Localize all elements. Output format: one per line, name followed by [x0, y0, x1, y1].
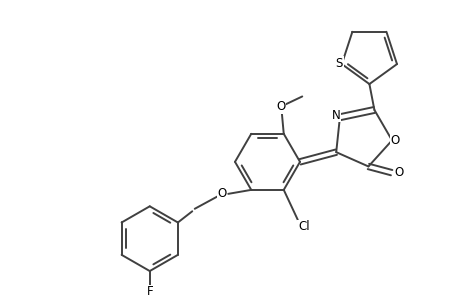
Text: S: S: [335, 57, 342, 70]
Text: N: N: [331, 109, 340, 122]
Text: F: F: [146, 286, 153, 298]
Text: Cl: Cl: [297, 220, 309, 233]
Text: O: O: [394, 166, 403, 179]
Text: O: O: [390, 134, 399, 147]
Text: O: O: [276, 100, 285, 113]
Text: O: O: [217, 188, 226, 200]
